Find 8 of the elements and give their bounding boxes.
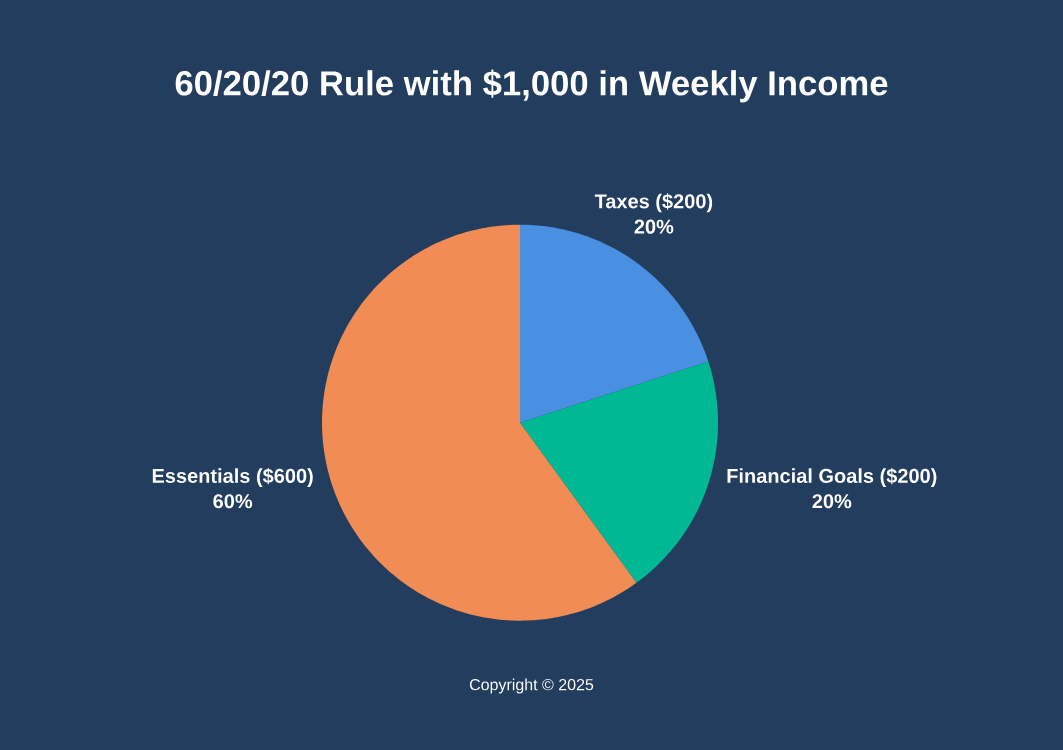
text: Copyright © 2025 (469, 678, 594, 694)
data-label: 20% (812, 494, 852, 509)
slice-label: Essentials ($600) (152, 467, 313, 487)
slice-label: Financial Goals ($200) (727, 467, 937, 487)
data-label: 60% (213, 494, 253, 509)
data-label: 20% (634, 219, 674, 234)
slice-label: Taxes ($200) (594, 193, 713, 213)
chart-title: 60/20/20 Rule with $1,000 in Weekly Income (175, 69, 888, 103)
